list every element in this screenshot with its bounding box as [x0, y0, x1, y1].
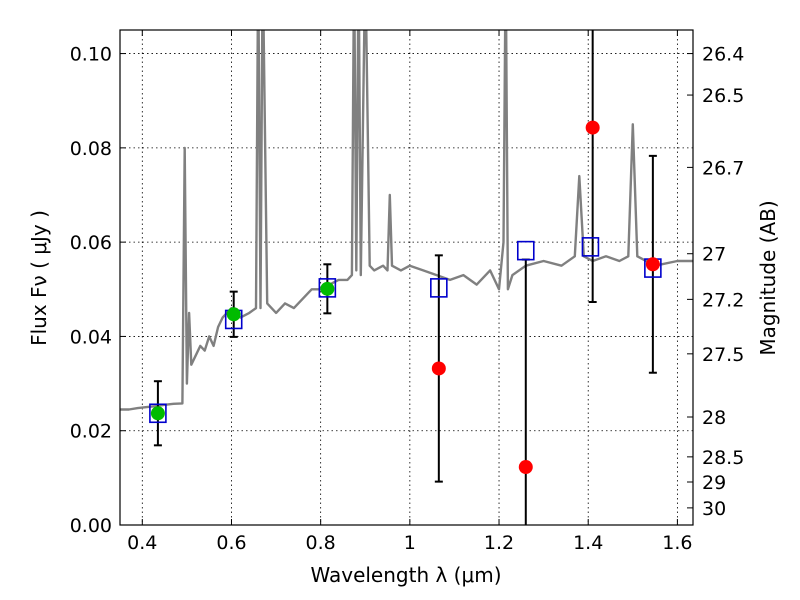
mag-tick-label: 27 — [702, 244, 726, 266]
mag-tick-label: 28 — [702, 407, 726, 429]
observed-optical-point — [226, 307, 241, 322]
model-photometry-point — [581, 237, 600, 257]
model-photometry-point — [430, 278, 448, 298]
magnitude-tick-labels: 26.4 26.5 26.7 27 27.2 27.5 28 28.5 29 30 — [702, 44, 744, 520]
y-tick-label: 0.08 — [70, 138, 112, 160]
mag-tick-label: 27.5 — [702, 344, 744, 366]
y-tick-label: 0.04 — [70, 326, 112, 348]
x-tick-label: 0.8 — [306, 532, 336, 554]
x-tick-label: 1 — [404, 532, 416, 554]
markers — [149, 120, 662, 475]
y-tick-label: 0.06 — [70, 232, 112, 254]
x-axis-label: Wavelength λ (μm) — [310, 563, 501, 587]
x-tick-label: 0.6 — [216, 532, 246, 554]
sed-model-line — [120, 30, 693, 411]
observed-nir-point — [585, 120, 600, 135]
mag-tick-label: 30 — [702, 498, 726, 520]
model-photometry-point — [516, 240, 535, 261]
mag-tick-label: 28.5 — [702, 447, 744, 469]
mag-tick-label: 26.5 — [702, 85, 744, 107]
sed-layer — [120, 30, 693, 411]
y-tick-label: 0.10 — [70, 44, 112, 66]
x-tick-labels: 0.4 0.6 0.8 1 1.2 1.4 1.6 — [127, 532, 692, 554]
ticks — [120, 30, 693, 526]
observed-nir-point — [431, 361, 446, 376]
x-tick-label: 1.2 — [484, 532, 514, 554]
y-tick-labels: 0.00 0.02 0.04 0.06 0.08 0.10 — [70, 44, 112, 537]
mag-tick-label: 27.2 — [702, 289, 744, 311]
mag-tick-label: 26.7 — [702, 157, 744, 179]
model-photometry-point — [149, 403, 167, 424]
x-tick-label: 1.4 — [573, 532, 603, 554]
x-tick-label: 1.6 — [662, 532, 692, 554]
y-tick-label: 0.02 — [70, 421, 112, 443]
observed-optical-point — [150, 406, 165, 421]
y-axis-label: Flux Fν ( μJy ) — [27, 210, 51, 346]
observed-nir-point — [518, 460, 533, 475]
plot-area — [120, 30, 693, 525]
model-photometry-point — [318, 278, 337, 298]
mag-tick-label: 29 — [702, 472, 726, 494]
right-axis-label: Magnitude (AB) — [756, 200, 780, 355]
y-tick-label: 0.00 — [70, 515, 112, 537]
observed-optical-point — [320, 281, 335, 296]
mag-tick-label: 26.4 — [702, 44, 744, 66]
observed-nir-point — [645, 257, 660, 272]
plot-frame — [119, 29, 694, 526]
x-tick-label: 0.4 — [127, 532, 157, 554]
